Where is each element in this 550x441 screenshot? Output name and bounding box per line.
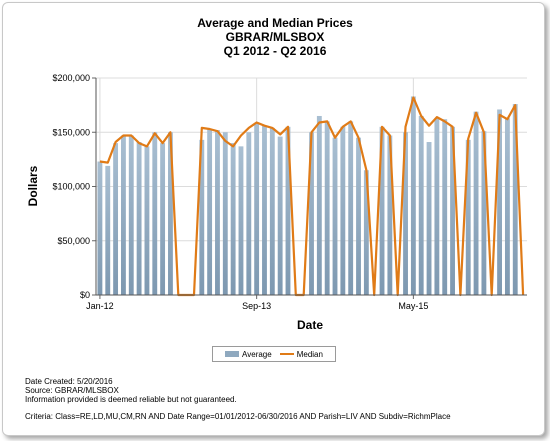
median-swatch: [279, 353, 294, 355]
chart-title: Average and Median Prices: [197, 16, 353, 30]
x-tick-label: May-15: [398, 301, 428, 311]
y-tick-label: $50,000: [57, 236, 90, 246]
median-line-group: [99, 96, 525, 297]
average-bar: [120, 135, 126, 295]
x-axis-label: Date: [297, 318, 323, 332]
chart-titles: Average and Median Prices GBRAR/MLSBOX Q…: [0, 16, 550, 58]
average-bar: [199, 139, 205, 295]
average-bar: [128, 135, 134, 295]
average-bar: [363, 170, 369, 295]
average-bar: [442, 119, 448, 295]
average-bar: [207, 128, 213, 295]
y-tick-label: $0: [80, 290, 90, 300]
average-bar: [316, 115, 322, 295]
average-bar: [309, 132, 314, 295]
legend-label-median: Median: [296, 349, 323, 359]
average-bar: [285, 126, 291, 295]
average-bar: [465, 139, 471, 295]
average-bar: [356, 137, 361, 295]
median-line: [99, 96, 525, 297]
average-bar: [105, 165, 111, 295]
axes: $0 $50,000 $100,000 $150,000 $200,000 Jan-12 S…: [52, 73, 527, 311]
average-bar: [504, 118, 510, 296]
average-bars: [97, 96, 518, 296]
average-bar: [403, 132, 408, 295]
average-bar: [144, 146, 150, 295]
average-bar: [340, 126, 346, 295]
x-tick-label: Sep-13: [242, 301, 271, 311]
average-bar: [160, 143, 166, 295]
average-bar: [246, 132, 252, 295]
average-bar: [215, 130, 220, 295]
average-bar: [379, 126, 385, 295]
average-bar: [222, 132, 228, 295]
chart-footer: Date Created: 5/20/2016 Source: GBRAR/ML…: [25, 377, 451, 421]
average-bar: [450, 126, 455, 295]
chart-legend: Average Median: [212, 346, 336, 362]
average-bar: [324, 121, 330, 296]
average-bar: [481, 131, 487, 295]
footer-date-created: Date Created: 5/20/2016: [25, 377, 113, 386]
average-bar: [269, 127, 275, 295]
y-tick-label: $150,000: [52, 127, 90, 137]
x-tick-label: Jan-12: [86, 301, 114, 311]
average-bar: [277, 136, 283, 295]
footer-source: Source: GBRAR/MLSBOX: [25, 386, 119, 395]
average-bar: [136, 142, 142, 295]
chart-subtitle-range: Q1 2012 - Q2 2016: [223, 44, 327, 58]
average-swatch: [225, 351, 240, 357]
average-bar: [348, 121, 354, 296]
average-bar: [332, 137, 338, 295]
average-bar: [512, 104, 518, 295]
legend-label-average: Average: [242, 349, 272, 359]
footer-disclaimer: Information provided is deemed reliable …: [25, 395, 237, 404]
average-bar: [473, 111, 479, 295]
average-bar: [418, 115, 424, 295]
average-bar: [152, 132, 158, 295]
footer-criteria: Criteria: Class=RE,LD,MU,CM,RN AND Date …: [25, 412, 451, 421]
y-tick-label: $100,000: [52, 182, 90, 192]
average-bar: [254, 123, 260, 295]
average-bar: [113, 143, 119, 295]
average-bar: [387, 135, 393, 295]
legend-item-median: Median: [279, 349, 323, 359]
average-bar: [97, 161, 103, 295]
average-bar: [238, 146, 244, 295]
average-bar: [497, 109, 503, 295]
average-bar: [426, 142, 432, 295]
y-axis-label: Dollars: [26, 165, 40, 206]
y-tick-label: $200,000: [52, 73, 90, 83]
chart-subtitle-source: GBRAR/MLSBOX: [225, 30, 325, 44]
average-bar: [230, 143, 236, 295]
average-bar: [262, 125, 267, 296]
legend-item-average: Average: [225, 350, 272, 359]
average-bar: [410, 96, 416, 295]
average-bar: [434, 118, 440, 296]
average-bar: [168, 132, 173, 295]
